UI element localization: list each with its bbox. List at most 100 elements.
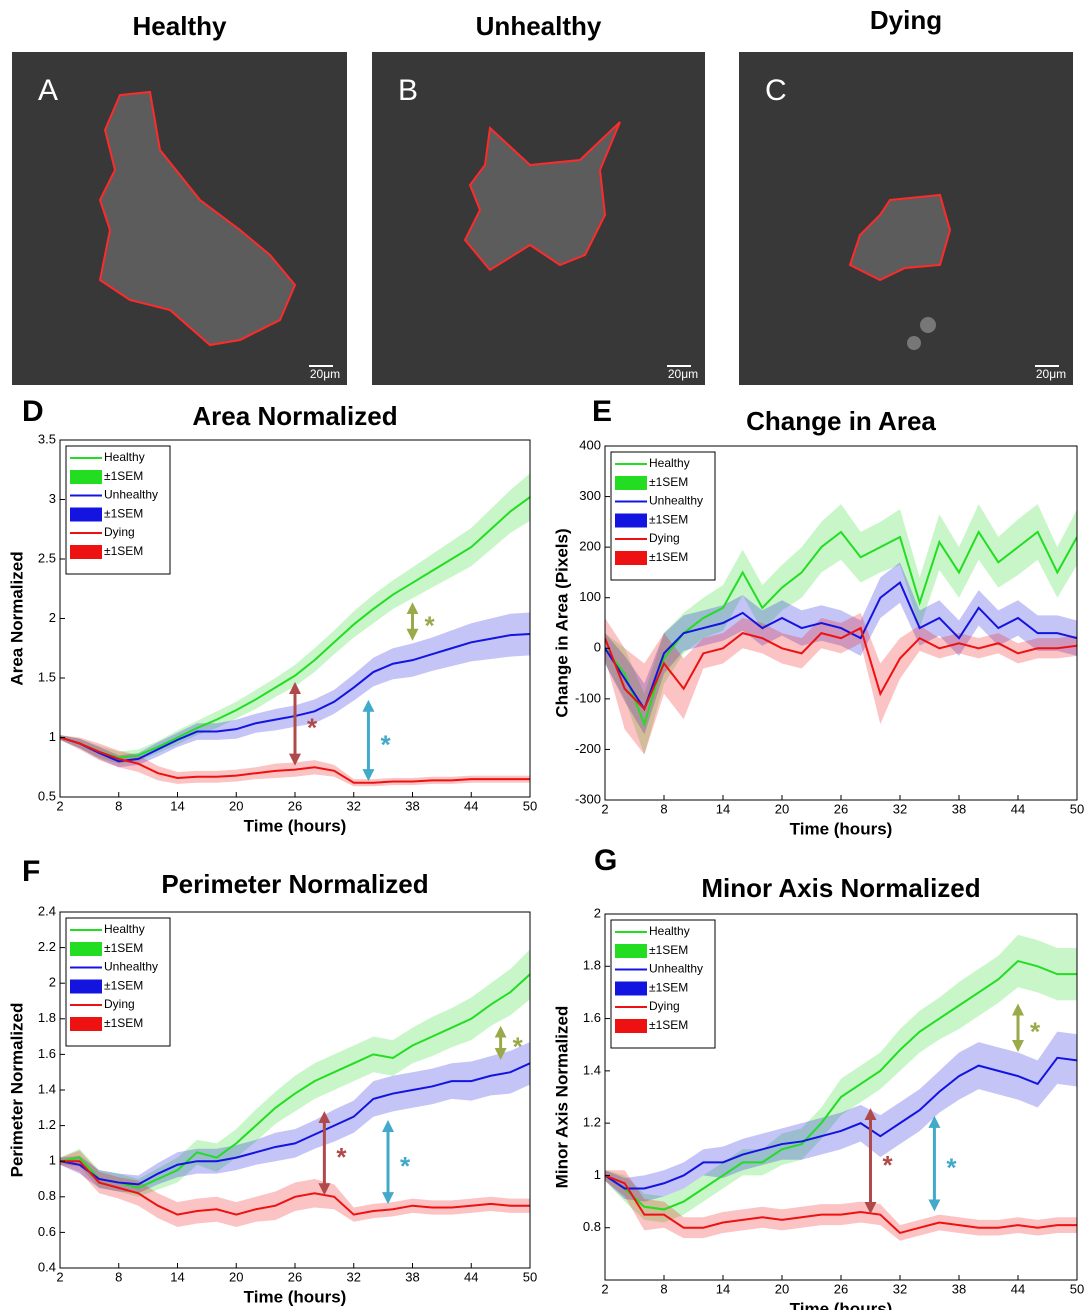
y-tick-label: 1 [49, 1153, 56, 1168]
legend-label: ±1SEM [649, 513, 688, 527]
x-tick-label: 8 [660, 1281, 667, 1296]
legend-label: Unhealthy [104, 488, 158, 502]
y-tick-label: 1.8 [38, 1010, 56, 1025]
chart-title: Perimeter Normalized [161, 869, 428, 899]
plot-area [605, 504, 1077, 755]
series-line [60, 736, 530, 784]
y-tick-label: 1.5 [38, 669, 56, 684]
annotation-text: * [1030, 1017, 1041, 1047]
x-tick-label: 14 [716, 1281, 730, 1296]
x-tick-label: 32 [893, 801, 907, 816]
y-axis-label: Area Normalized [7, 551, 26, 685]
y-tick-label: 400 [579, 437, 601, 452]
y-axis-label: Minor Axis Normalized [552, 1006, 571, 1189]
y-axis-label: Change in Area (Pixels) [552, 528, 571, 717]
legend-label: Dying [104, 997, 135, 1011]
y-tick-label: 200 [579, 539, 601, 554]
legend-label: Healthy [649, 456, 690, 470]
legend-label: Dying [649, 999, 680, 1013]
y-tick-label: 2.2 [38, 939, 56, 954]
panel-letter: A [38, 74, 58, 107]
chart-title: Area Normalized [192, 401, 397, 431]
legend-label: ±1SEM [104, 507, 143, 521]
legend-band [615, 476, 647, 490]
annotation-text: * [380, 729, 391, 759]
x-tick-label: 20 [229, 1269, 243, 1284]
legend-label: Dying [649, 531, 680, 545]
legend-band [615, 551, 647, 565]
legend-label: ±1SEM [649, 1018, 688, 1032]
legend: Healthy ±1SEM Unhealthy ±1SEM Dying ±1SEM [610, 919, 716, 1049]
y-tick-label: 1.4 [38, 1081, 56, 1096]
x-tick-label: 14 [170, 798, 184, 813]
x-tick-label: 50 [523, 798, 537, 813]
y-tick-label: 1.8 [583, 958, 601, 973]
y-tick-label: 1 [594, 1167, 601, 1182]
y-tick-label: 1.2 [583, 1115, 601, 1130]
sem-band [60, 1041, 530, 1194]
x-tick-label: 50 [1070, 1281, 1084, 1296]
x-tick-label: 32 [347, 798, 361, 813]
panel-letter: E [592, 395, 612, 428]
x-tick-label: 20 [775, 801, 789, 816]
y-axis-label: Perimeter Normalized [7, 1003, 26, 1178]
sem-band [605, 562, 1077, 735]
legend-label: Unhealthy [649, 962, 703, 976]
legend-label: Unhealthy [649, 494, 703, 508]
legend-band [615, 981, 647, 996]
y-tick-label: -200 [575, 741, 601, 756]
legend-label: ±1SEM [104, 544, 143, 558]
legend-label: ±1SEM [104, 1016, 143, 1030]
legend-label: Healthy [104, 922, 145, 936]
x-tick-label: 14 [170, 1269, 184, 1284]
legend-label: ±1SEM [104, 979, 143, 993]
y-tick-label: 1.6 [38, 1046, 56, 1061]
image-a [12, 52, 347, 385]
sem-band [605, 504, 1077, 755]
legend-label: Dying [104, 525, 135, 539]
x-tick-label: 8 [115, 1269, 122, 1284]
y-tick-label: 2.4 [38, 903, 56, 918]
y-tick-label: 0.8 [38, 1188, 56, 1203]
legend-band [70, 979, 102, 994]
sem-band [605, 1031, 1077, 1202]
image-b [372, 52, 705, 385]
x-tick-label: 50 [1070, 801, 1084, 816]
image-c [739, 52, 1073, 385]
legend-band [615, 513, 647, 528]
annotation-text: * [946, 1153, 957, 1183]
x-tick-label: 2 [601, 1281, 608, 1296]
x-tick-label: 38 [405, 798, 419, 813]
x-tick-label: 44 [464, 798, 478, 813]
legend: Healthy ±1SEM Unhealthy ±1SEM Dying ±1SEM [65, 917, 171, 1047]
series-line [605, 959, 1077, 1211]
series-line [60, 973, 530, 1189]
chart-title: Change in Area [746, 406, 936, 436]
sem-band [60, 949, 530, 1197]
legend: Healthy ±1SEM Unhealthy ±1SEM Dying ±1SEM [610, 451, 716, 581]
y-tick-label: -300 [575, 791, 601, 806]
panel-title: Dying [870, 5, 942, 35]
y-tick-label: 100 [579, 589, 601, 604]
annotation-text: * [883, 1150, 894, 1180]
y-tick-label: 0 [594, 640, 601, 655]
y-tick-label: 0.8 [583, 1219, 601, 1234]
series-line [60, 1062, 530, 1186]
x-axis-label: Time (hours) [244, 816, 347, 835]
x-tick-label: 44 [1011, 1281, 1025, 1296]
scale-label: 20μm [668, 367, 698, 381]
legend-label: Healthy [649, 924, 690, 938]
legend-band [615, 1019, 647, 1033]
series-line [60, 496, 530, 759]
legend-label: Unhealthy [104, 960, 158, 974]
annotation-text: * [513, 1032, 524, 1062]
scale-label: 20μm [1036, 367, 1066, 381]
x-tick-label: 32 [347, 1269, 361, 1284]
legend-label: ±1SEM [649, 981, 688, 995]
y-tick-label: 3 [49, 491, 56, 506]
y-tick-label: 0.4 [38, 1259, 56, 1274]
x-tick-label: 2 [56, 1269, 63, 1284]
x-tick-label: 32 [893, 1281, 907, 1296]
x-tick-label: 20 [775, 1281, 789, 1296]
